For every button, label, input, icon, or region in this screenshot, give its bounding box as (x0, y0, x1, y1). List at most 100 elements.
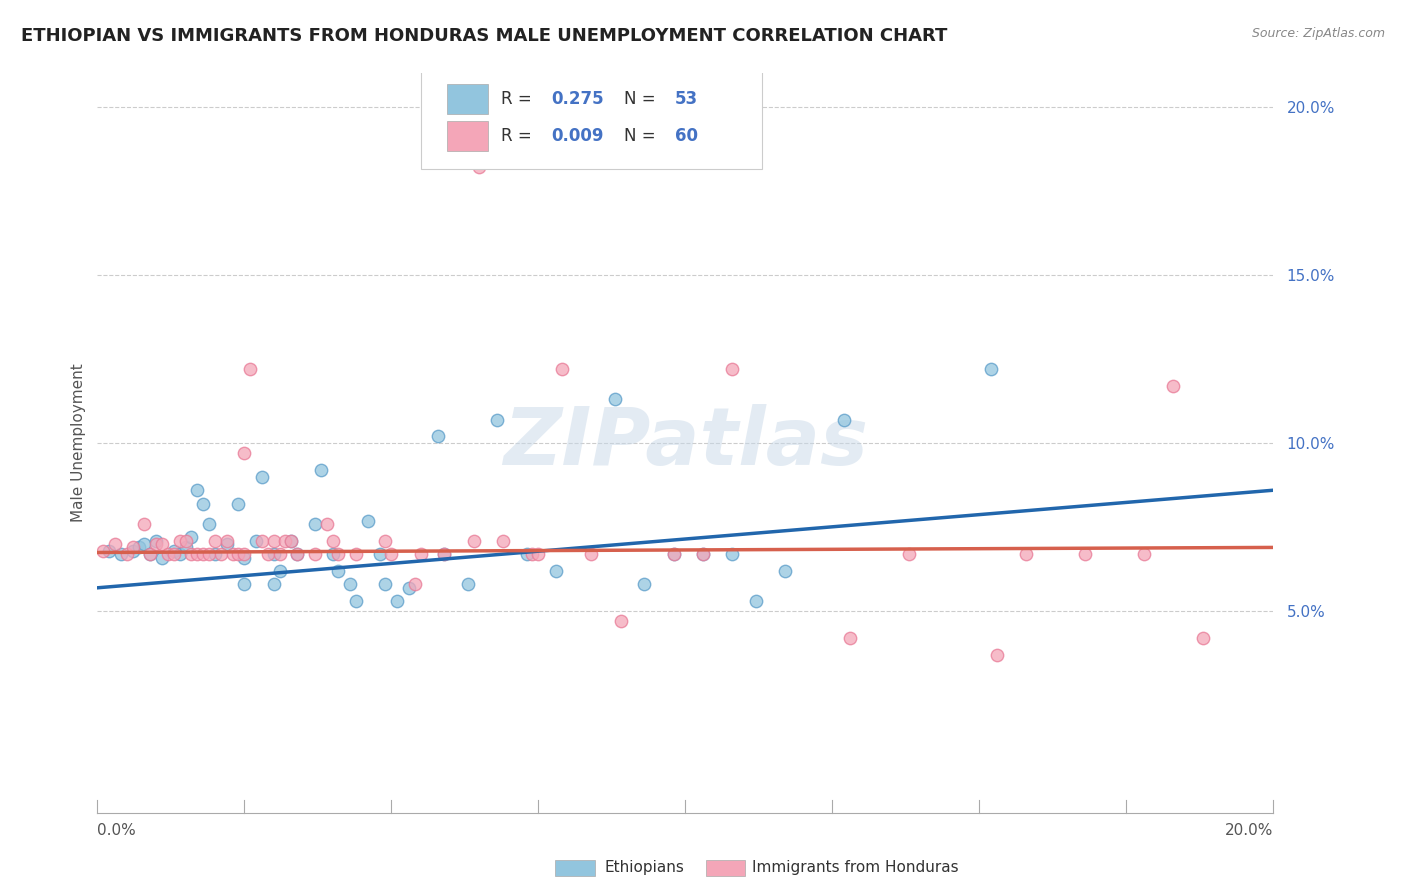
Point (692, 547, 714, 561)
Point (98, 543, 121, 558)
Point (838, 632, 860, 646)
Point (522, 547, 544, 561)
Text: 60: 60 (675, 127, 697, 145)
Point (1133, 547, 1156, 561)
Y-axis label: Male Unemployment: Male Unemployment (72, 364, 86, 523)
Point (180, 530, 202, 544)
Point (662, 547, 685, 561)
Point (374, 533, 396, 548)
Point (263, 577, 285, 591)
Point (115, 547, 138, 561)
Point (110, 547, 132, 561)
Point (263, 547, 285, 561)
Point (233, 446, 256, 460)
Point (404, 577, 426, 591)
Point (186, 547, 208, 561)
Point (139, 547, 162, 561)
Point (274, 533, 297, 548)
Point (321, 547, 344, 561)
Point (773, 564, 796, 578)
Point (215, 533, 238, 548)
Point (209, 547, 232, 561)
Point (233, 550, 256, 565)
Point (198, 516, 221, 531)
Point (269, 547, 291, 561)
Point (193, 547, 215, 561)
Point (1074, 547, 1097, 561)
Point (721, 547, 744, 561)
Point (427, 429, 450, 443)
Point (745, 594, 768, 608)
Point (250, 533, 273, 548)
Point (204, 547, 226, 561)
Text: R =: R = (501, 127, 537, 145)
Point (156, 547, 179, 561)
Point (551, 362, 574, 376)
Point (897, 547, 920, 561)
Point (250, 469, 273, 483)
Point (315, 516, 337, 531)
Point (603, 392, 626, 407)
Point (579, 547, 602, 561)
Text: N =: N = (624, 90, 661, 108)
Point (257, 547, 280, 561)
Point (233, 577, 256, 591)
Point (169, 547, 191, 561)
Point (544, 564, 567, 578)
Point (215, 537, 238, 551)
Point (134, 537, 156, 551)
Point (409, 547, 432, 561)
Point (457, 577, 479, 591)
Point (527, 547, 550, 561)
Point (198, 547, 221, 561)
Point (269, 564, 291, 578)
Point (609, 615, 631, 629)
Point (433, 547, 456, 561)
Point (463, 533, 485, 548)
Point (832, 412, 855, 426)
Point (339, 577, 361, 591)
Point (304, 547, 326, 561)
Point (692, 547, 714, 561)
Point (204, 533, 226, 548)
Text: N =: N = (624, 127, 661, 145)
Point (285, 547, 308, 561)
Point (380, 547, 402, 561)
Point (374, 577, 396, 591)
FancyBboxPatch shape (447, 121, 488, 151)
Point (228, 547, 250, 561)
Point (986, 648, 1008, 662)
Text: Immigrants from Honduras: Immigrants from Honduras (752, 860, 959, 874)
Point (245, 533, 267, 548)
Point (239, 362, 262, 376)
Point (280, 533, 302, 548)
Point (263, 533, 285, 548)
Point (304, 516, 326, 531)
Point (91, 543, 114, 558)
Text: Ethiopians: Ethiopians (605, 860, 685, 874)
Point (633, 577, 655, 591)
Point (150, 550, 173, 565)
Point (174, 541, 197, 555)
FancyBboxPatch shape (447, 84, 488, 113)
Text: Source: ZipAtlas.com: Source: ZipAtlas.com (1251, 27, 1385, 40)
Point (1161, 379, 1184, 393)
Point (169, 533, 191, 548)
Point (385, 594, 408, 608)
Point (150, 537, 173, 551)
Point (163, 547, 186, 561)
Point (186, 483, 208, 498)
Point (344, 547, 367, 561)
Point (145, 533, 167, 548)
Point (321, 533, 344, 548)
Point (328, 564, 350, 578)
Point (1191, 632, 1213, 646)
Point (368, 547, 391, 561)
Point (145, 537, 167, 551)
Point (139, 547, 162, 561)
Text: R =: R = (501, 90, 537, 108)
Point (328, 547, 350, 561)
Point (433, 547, 456, 561)
Point (344, 594, 367, 608)
Point (104, 537, 127, 551)
